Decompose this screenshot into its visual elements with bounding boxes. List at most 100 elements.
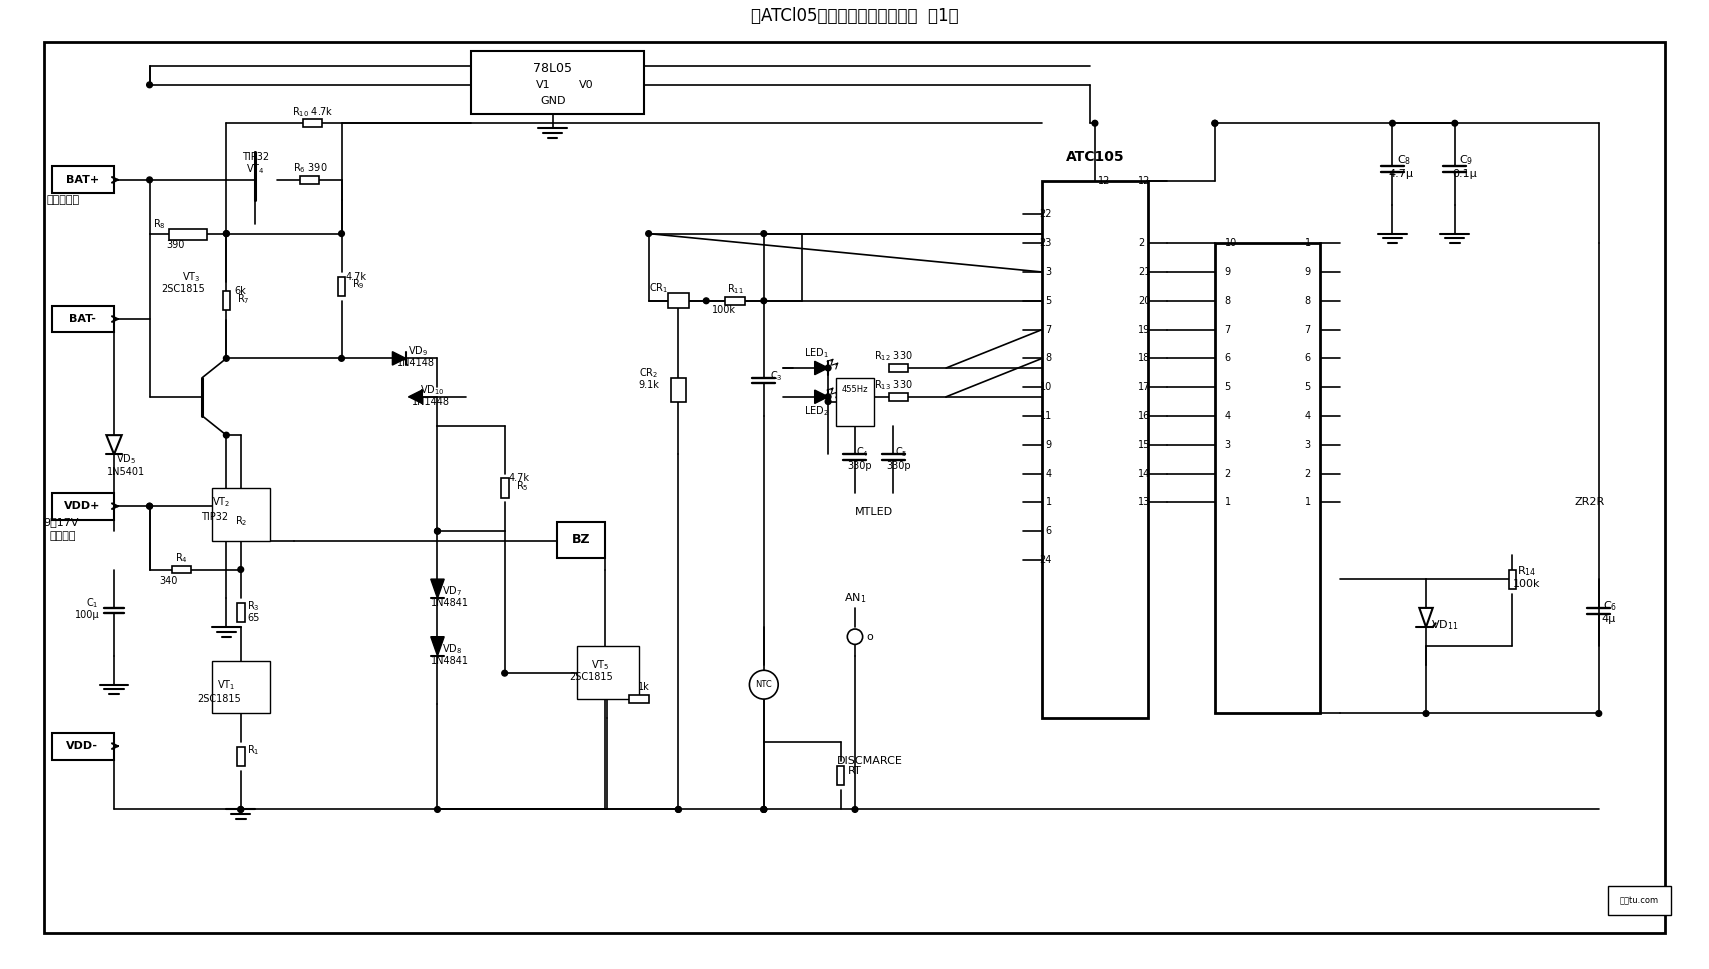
Text: VT$_2$: VT$_2$ xyxy=(212,495,231,510)
Text: VD$_8$: VD$_8$ xyxy=(443,642,461,656)
Circle shape xyxy=(704,297,709,303)
Polygon shape xyxy=(431,579,444,598)
Text: 2: 2 xyxy=(1304,469,1311,479)
Text: VD$_{11}$: VD$_{11}$ xyxy=(1432,618,1459,632)
Circle shape xyxy=(224,432,229,438)
Circle shape xyxy=(848,629,863,644)
Text: R$_4$: R$_4$ xyxy=(174,551,188,565)
Text: 5: 5 xyxy=(1304,382,1311,392)
Circle shape xyxy=(761,231,767,236)
Text: 2: 2 xyxy=(1224,469,1230,479)
Text: C$_5$: C$_5$ xyxy=(896,446,907,459)
Text: BAT-: BAT- xyxy=(68,314,96,324)
Text: 330p: 330p xyxy=(885,461,911,471)
Text: BAT+: BAT+ xyxy=(67,174,99,185)
Text: 1N4148: 1N4148 xyxy=(398,359,436,368)
Text: R$_9$: R$_9$ xyxy=(352,277,366,292)
Text: 1N1448: 1N1448 xyxy=(412,396,449,407)
Text: RT: RT xyxy=(848,766,861,776)
Text: 14: 14 xyxy=(1138,469,1150,479)
Text: 6k: 6k xyxy=(234,286,246,297)
Text: 8: 8 xyxy=(1224,296,1230,306)
Text: 供电电源: 供电电源 xyxy=(50,531,77,541)
Bar xyxy=(169,229,207,240)
Bar xyxy=(837,766,844,786)
Text: R$_1$: R$_1$ xyxy=(248,743,260,757)
Text: R$_7$: R$_7$ xyxy=(238,292,250,306)
Text: 15: 15 xyxy=(1138,440,1150,450)
Text: R$_{14}$: R$_{14}$ xyxy=(1518,565,1536,578)
Text: C$_4$: C$_4$ xyxy=(856,446,870,459)
Text: 16: 16 xyxy=(1138,411,1150,421)
Text: 2SC1815: 2SC1815 xyxy=(569,672,614,682)
Text: 8: 8 xyxy=(1046,354,1051,363)
Circle shape xyxy=(825,398,831,404)
Text: 6: 6 xyxy=(1304,354,1311,363)
Text: MTLED: MTLED xyxy=(854,507,894,516)
Circle shape xyxy=(147,82,152,88)
Circle shape xyxy=(761,806,767,812)
Circle shape xyxy=(224,231,229,236)
Text: 18: 18 xyxy=(1138,354,1150,363)
Text: 接充电电池: 接充电电池 xyxy=(46,195,80,205)
Polygon shape xyxy=(431,637,444,656)
Circle shape xyxy=(750,671,778,699)
Text: 10: 10 xyxy=(1039,382,1051,392)
Text: VD$_9$: VD$_9$ xyxy=(408,344,429,358)
Text: LED$_1$: LED$_1$ xyxy=(805,347,829,360)
Text: 1N4841: 1N4841 xyxy=(431,598,468,609)
Bar xyxy=(472,51,644,113)
Bar xyxy=(725,297,745,304)
Text: 9: 9 xyxy=(1224,267,1230,277)
Text: 4.7k: 4.7k xyxy=(345,271,366,282)
Text: 4.7k: 4.7k xyxy=(509,473,530,484)
Circle shape xyxy=(675,806,682,812)
Text: 4: 4 xyxy=(1046,469,1051,479)
Text: 5: 5 xyxy=(1046,296,1051,306)
Text: ATC105: ATC105 xyxy=(1066,150,1125,164)
Text: 13: 13 xyxy=(1138,497,1150,508)
Text: R$_2$: R$_2$ xyxy=(234,515,248,528)
Text: R$_{10}$ 4.7k: R$_{10}$ 4.7k xyxy=(292,105,333,118)
Text: 23: 23 xyxy=(1039,238,1051,248)
Text: 9～17V: 9～17V xyxy=(43,516,79,526)
Text: R$_{13}$ 330: R$_{13}$ 330 xyxy=(873,378,913,392)
Text: 4.7μ: 4.7μ xyxy=(1389,170,1413,179)
Text: 3: 3 xyxy=(1224,440,1230,450)
Text: 7: 7 xyxy=(1224,325,1230,334)
Text: VT$_1$: VT$_1$ xyxy=(217,677,236,692)
Polygon shape xyxy=(393,352,405,365)
Text: LED$_2$: LED$_2$ xyxy=(805,404,829,418)
Circle shape xyxy=(238,806,244,812)
Text: 6: 6 xyxy=(1046,526,1051,536)
Circle shape xyxy=(1453,120,1458,126)
Text: NTC: NTC xyxy=(755,680,772,689)
Circle shape xyxy=(238,567,244,573)
Text: VDD-: VDD- xyxy=(67,741,99,751)
Text: 9: 9 xyxy=(1304,267,1311,277)
Circle shape xyxy=(825,365,831,371)
Text: VD$_5$: VD$_5$ xyxy=(116,453,135,466)
Text: R$_3$: R$_3$ xyxy=(246,599,260,612)
Text: ZR2R: ZR2R xyxy=(1574,497,1605,508)
Text: VT$_5$: VT$_5$ xyxy=(591,659,610,672)
Text: 340: 340 xyxy=(159,576,178,586)
Text: 1N4841: 1N4841 xyxy=(431,656,468,666)
Bar xyxy=(576,646,639,699)
Text: CR$_2$: CR$_2$ xyxy=(639,366,658,380)
Text: 4: 4 xyxy=(1224,411,1230,421)
Text: 4: 4 xyxy=(1304,411,1311,421)
Text: 1: 1 xyxy=(1224,497,1230,508)
Text: 2: 2 xyxy=(1138,238,1145,248)
Bar xyxy=(51,167,115,193)
Text: 12: 12 xyxy=(1099,175,1111,186)
Circle shape xyxy=(1389,120,1395,126)
Circle shape xyxy=(338,356,345,361)
Circle shape xyxy=(338,231,345,236)
Text: CR$_1$: CR$_1$ xyxy=(649,281,668,296)
Circle shape xyxy=(675,806,682,812)
Text: 100k: 100k xyxy=(1512,578,1540,589)
Text: VD$_{10}$: VD$_{10}$ xyxy=(420,383,444,397)
Text: VT$_3$: VT$_3$ xyxy=(181,270,200,284)
Text: C$_9$: C$_9$ xyxy=(1459,153,1473,167)
